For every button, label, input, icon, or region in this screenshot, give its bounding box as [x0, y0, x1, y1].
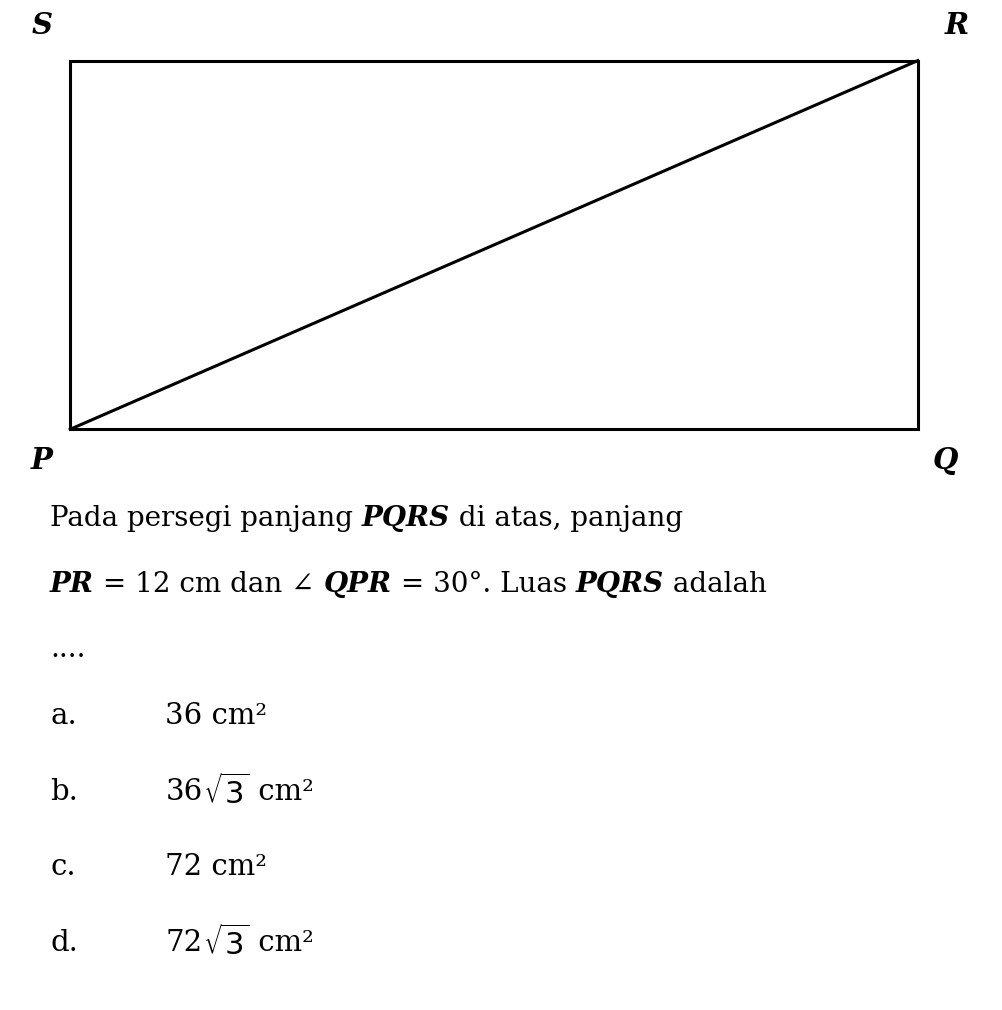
Bar	[70, 61, 917, 429]
Text: 72: 72	[165, 929, 202, 957]
Text: $\sqrt{3}$: $\sqrt{3}$	[202, 774, 248, 810]
Text: 36: 36	[165, 778, 202, 806]
Text: cm²: cm²	[248, 929, 314, 957]
Text: ....: ....	[50, 636, 85, 664]
Text: Q: Q	[932, 446, 957, 476]
Text: a.: a.	[50, 702, 77, 730]
Text: P: P	[30, 446, 52, 476]
Text: QPR: QPR	[323, 571, 391, 598]
Text: = 12 cm dan ∠: = 12 cm dan ∠	[94, 571, 323, 598]
Text: adalah: adalah	[663, 571, 766, 598]
Text: PQRS: PQRS	[362, 505, 450, 532]
Text: c.: c.	[50, 853, 76, 882]
Text: di atas, panjang: di atas, panjang	[450, 505, 682, 532]
Text: 36 cm²: 36 cm²	[165, 702, 268, 730]
Text: b.: b.	[50, 778, 78, 806]
Text: d.: d.	[50, 929, 78, 957]
Text: PQRS: PQRS	[575, 571, 663, 598]
Text: PR: PR	[50, 571, 94, 598]
Text: cm²: cm²	[248, 778, 314, 806]
Text: $\sqrt{3}$: $\sqrt{3}$	[202, 925, 248, 962]
Text: 72 cm²: 72 cm²	[165, 853, 268, 882]
Text: R: R	[944, 11, 968, 40]
Text: S: S	[31, 11, 52, 40]
Text: = 30°. Luas: = 30°. Luas	[391, 571, 575, 598]
Text: Pada persegi panjang: Pada persegi panjang	[50, 505, 362, 532]
